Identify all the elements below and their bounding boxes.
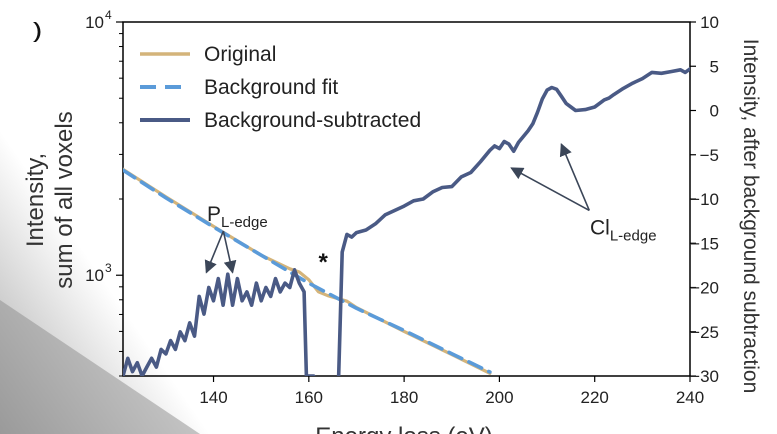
legend: Original Background fit Background-subtr…	[140, 43, 421, 132]
series-background-fit-line	[123, 168, 492, 374]
y-right-tick-label: −30	[690, 367, 719, 386]
x-axis-label: Energy loss (eV)	[315, 423, 492, 434]
y-left-tick-exponent: 4	[105, 8, 112, 22]
y-right-tick-label: 5	[710, 57, 719, 76]
y-axis-left-label-line1: Intensity,	[22, 153, 49, 247]
annotation-cl-subscript: L-edge	[610, 227, 657, 244]
annotation-cl-main: Cl	[590, 216, 610, 239]
x-tick-label: 220	[581, 388, 609, 407]
y-axis-left-label-line2: sum of all voxels	[51, 111, 78, 288]
annotation-cl-arrow	[510, 167, 590, 212]
series-background-subtracted-line	[123, 67, 690, 376]
y-left-tick-label: 10	[85, 266, 104, 285]
y-right-tick-label: −15	[690, 234, 719, 253]
annotation-p-arrow	[222, 230, 237, 274]
x-tick-label: 240	[676, 388, 704, 407]
y-right-tick-label: −10	[690, 190, 719, 209]
annotation-asterisk: *	[318, 249, 328, 276]
y-right-tick-label: 10	[700, 13, 719, 32]
y-left-tick-label: 10	[85, 13, 104, 32]
y-left-tick-exponent: 3	[105, 261, 112, 275]
annotations-layer: PL-edge ClL-edge*	[204, 142, 657, 276]
y-right-tick-label: 0	[710, 102, 719, 121]
annotation-p-label: PL-edge	[207, 203, 268, 231]
y-right-tick-label: −25	[690, 323, 719, 342]
legend-label-background-subtracted: Background-subtracted	[204, 109, 421, 132]
y-right-tick-label: −20	[690, 279, 719, 298]
x-tick-label: 200	[485, 388, 513, 407]
annotation-p-main: P	[207, 203, 221, 226]
annotation-p-arrow	[204, 230, 225, 274]
annotation-p-subscript: L-edge	[221, 214, 268, 231]
x-tick-label: 180	[390, 388, 418, 407]
x-tick-label: 140	[199, 388, 227, 407]
legend-label-original: Original	[204, 43, 276, 66]
x-tick-label: 160	[295, 388, 323, 407]
cropped-panel-letter	[33, 22, 41, 42]
annotation-cl-label: ClL-edge	[590, 216, 657, 244]
y-axis-right-label: Intensity, after background subtraction	[739, 39, 762, 393]
annotation-cl-arrow	[559, 142, 591, 211]
legend-label-background-fit: Background fit	[204, 76, 338, 99]
y-right-tick-label: −5	[700, 146, 719, 165]
series-layer	[123, 67, 690, 376]
ticks-layer: 140 160 180 200 220 240 10 5 0 −5 −10 −15 −20 −25 −30 1…	[85, 8, 719, 407]
